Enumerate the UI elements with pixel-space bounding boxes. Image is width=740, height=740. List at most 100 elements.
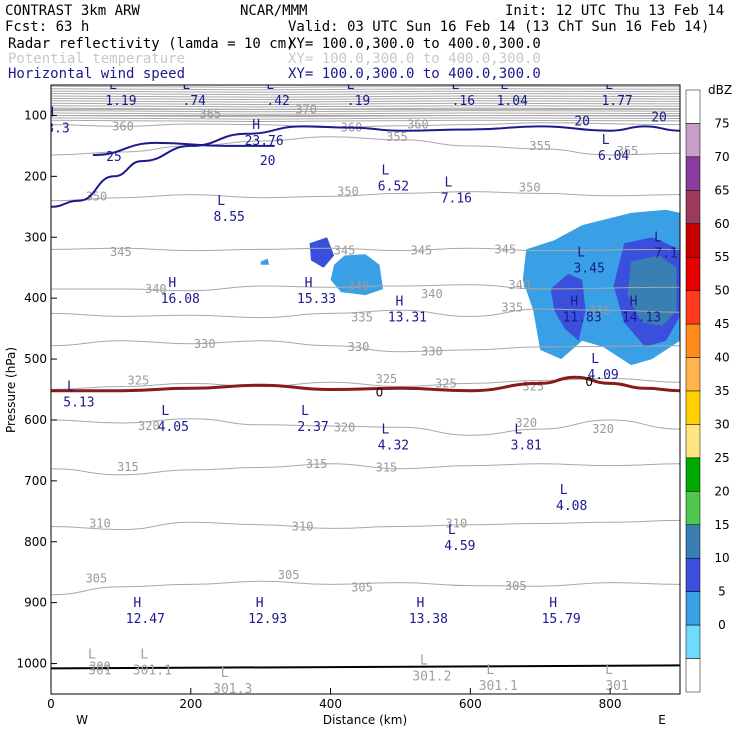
wind-extremum-low-marker: L (382, 163, 390, 178)
theta-contour-label: 310 (446, 516, 468, 530)
freezing-level: 00 (51, 375, 680, 400)
theta-contour-label: 350 (86, 189, 108, 203)
theta-contour-label: 330 (194, 337, 216, 351)
field-theta-name: Potential temperature (8, 51, 185, 67)
wind-extremum-value: .19 (347, 94, 370, 109)
wind-extremum-low-marker: L (654, 230, 662, 245)
upper-theta-line (51, 119, 680, 123)
upper-theta-line (51, 85, 680, 88)
colorbar-level-label: 40 (714, 351, 729, 365)
upper-theta-line (51, 105, 680, 108)
colorbar-level-label: 20 (714, 484, 729, 498)
colorbar-level-label: 45 (714, 317, 729, 331)
theta-contour-label: 315 (306, 457, 328, 471)
wind-extremum-value: 6.04 (598, 149, 629, 164)
y-tick-label: 500 (24, 352, 47, 366)
theta-contour-label: 305 (351, 580, 373, 594)
wind-extremum-low-marker: L (560, 483, 568, 498)
wind-extremum-high-marker: H (256, 596, 264, 611)
wind-contour-25 (92, 141, 275, 156)
wind-extremum-value: 3.3 (46, 122, 69, 137)
theta-contour-label: 340 (421, 287, 443, 301)
wind-extremum-value: 4.32 (378, 438, 409, 453)
wind-extremum-value: 16.08 (161, 292, 200, 307)
upper-theta-line (51, 110, 680, 113)
wind-extremum-value: 1.77 (601, 94, 632, 109)
colorbar-swatch (685, 457, 701, 492)
header-forecast-hour: Fcst: 63 h (5, 19, 89, 35)
theta-contour-label: 325 (128, 373, 150, 387)
upper-theta-line (51, 117, 680, 120)
y-tick-label: 900 (24, 596, 47, 610)
colorbar-swatch (685, 123, 701, 158)
theta-contour-315 (51, 463, 680, 476)
wind-extremum-low-marker: L (347, 78, 355, 93)
wind-extremum-value: 4.05 (158, 420, 189, 435)
theta-contour-label: 355 (529, 139, 551, 153)
plot-area: 300 305 305 305 305 310 310 310 315 315 315 320 320 3… (46, 78, 680, 697)
wind-extremum-low-marker: L (67, 380, 75, 395)
theta-extremum-low-marker: L (420, 654, 428, 669)
wind-extremum-value: 12.93 (248, 612, 287, 627)
colorbar-swatch (685, 591, 701, 626)
colorbar-level-label: 5 (718, 585, 726, 599)
upper-theta-line (51, 100, 680, 103)
wind-extremum-high-marker: H (570, 294, 578, 309)
wind-extremum-low-marker: L (605, 78, 613, 93)
terrain-line (51, 664, 680, 670)
field-reflectivity-name: Radar reflectivity (lamda = 10 cm) (8, 36, 295, 52)
colorbar-swatch (685, 424, 701, 459)
theta-contour-label: 355 (386, 130, 408, 144)
y-tick-label: 100 (24, 108, 47, 122)
wind-extremum-high-marker: H (46, 106, 54, 121)
x-axis-west-label: W (76, 713, 88, 727)
wind-contour-label: 25 (106, 150, 122, 165)
colorbar-level-label: 75 (714, 116, 729, 130)
colorbar-swatch (685, 658, 701, 693)
upper-theta-line (51, 112, 680, 115)
colorbar-swatch (685, 323, 701, 358)
header-init-time: Init: 12 UTC Thu 13 Feb 14 (505, 3, 724, 19)
theta-extremum-value: 301.3 (213, 682, 252, 697)
wind-extremum-value: 4.59 (444, 539, 475, 554)
wind-extremum-low-marker: L (500, 78, 508, 93)
colorbar-level-label: 55 (714, 250, 729, 264)
theta-extremum-low-marker: L (140, 648, 148, 663)
theta-contour-label: 340 (145, 282, 167, 296)
theta-contour-label: 350 (337, 185, 359, 199)
y-tick-label: 600 (24, 413, 47, 427)
wind-extremum-value: 6.52 (378, 179, 409, 194)
y-tick-label: 1000 (16, 657, 47, 671)
wind-extremum-low-marker: L (451, 78, 459, 93)
plot-frame (50, 84, 681, 695)
theta-contour-label: 320 (138, 419, 160, 433)
wind-extremum-high-marker: H (396, 294, 404, 309)
wind-extremum-value: 2.37 (297, 420, 328, 435)
reflectivity-region-5dbz-0 (330, 254, 383, 296)
colorbar-swatch (685, 190, 701, 225)
reflectivity-layer (260, 209, 680, 366)
colorbar-swatch (685, 156, 701, 191)
wind-contour-label: 20 (574, 115, 590, 130)
theta-contour-label: 335 (351, 311, 373, 325)
wind-extremum-value: 13.38 (409, 612, 448, 627)
theta-contour-320 (51, 418, 680, 436)
wind-extremum-value: 7.1 (654, 246, 677, 261)
theta-contour-label: 320 (334, 420, 356, 434)
theta-contour-310 (51, 519, 680, 531)
theta-contour-label: 315 (376, 460, 398, 474)
theta-contour-label: 310 (292, 520, 314, 534)
wind-extremum-value: 11.83 (563, 310, 602, 325)
theta-contours: 300 305 305 305 305 310 310 310 315 315 315 320 320 3… (51, 102, 680, 674)
wind-extremum-value: 13.31 (388, 310, 427, 325)
terrain-surface (51, 664, 680, 670)
wind-extremum-high-marker: H (133, 596, 141, 611)
wind-extremum-high-marker: H (305, 276, 313, 291)
wind-extremum-value: 1.04 (497, 94, 528, 109)
wind-extremum-low-marker: L (182, 78, 190, 93)
field-reflectivity-range: XY= 100.0,300.0 to 400.0,300.0 (288, 36, 541, 52)
theta-contour-355 (51, 136, 680, 156)
upper-theta-line (51, 97, 680, 101)
